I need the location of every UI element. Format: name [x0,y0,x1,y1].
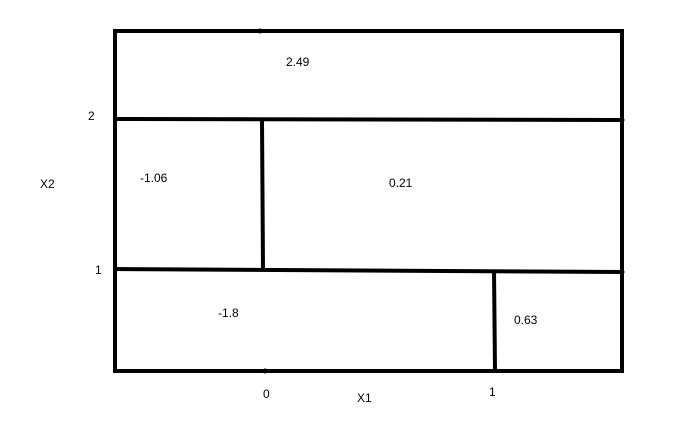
outer-border [113,29,624,373]
tick-mark [262,368,268,374]
y-tick-label-1: 1 [95,263,102,277]
region-value-middle-right: 0.21 [389,176,413,190]
x-tick-label-1: 1 [489,385,496,399]
tick-mark [619,269,625,275]
split-line-x2-2 [114,117,623,122]
region-value-bottom-right: 0.63 [514,313,538,327]
region-value-middle-left: -1.06 [140,171,168,185]
tick-mark [489,29,493,33]
y-tick-label-2: 2 [88,109,95,123]
tick-mark [257,28,263,34]
y-axis-label: X2 [40,177,55,191]
split-line-x1-1 [492,269,497,372]
x-axis-label: X1 [357,391,372,405]
region-value-bottom-left: -1.8 [218,306,239,320]
split-line-x2-1 [114,267,623,274]
tick-mark [619,117,625,123]
x-tick-label-0: 0 [263,387,270,401]
split-line-x1-0 [260,120,265,271]
region-value-top: 2.49 [286,55,310,69]
